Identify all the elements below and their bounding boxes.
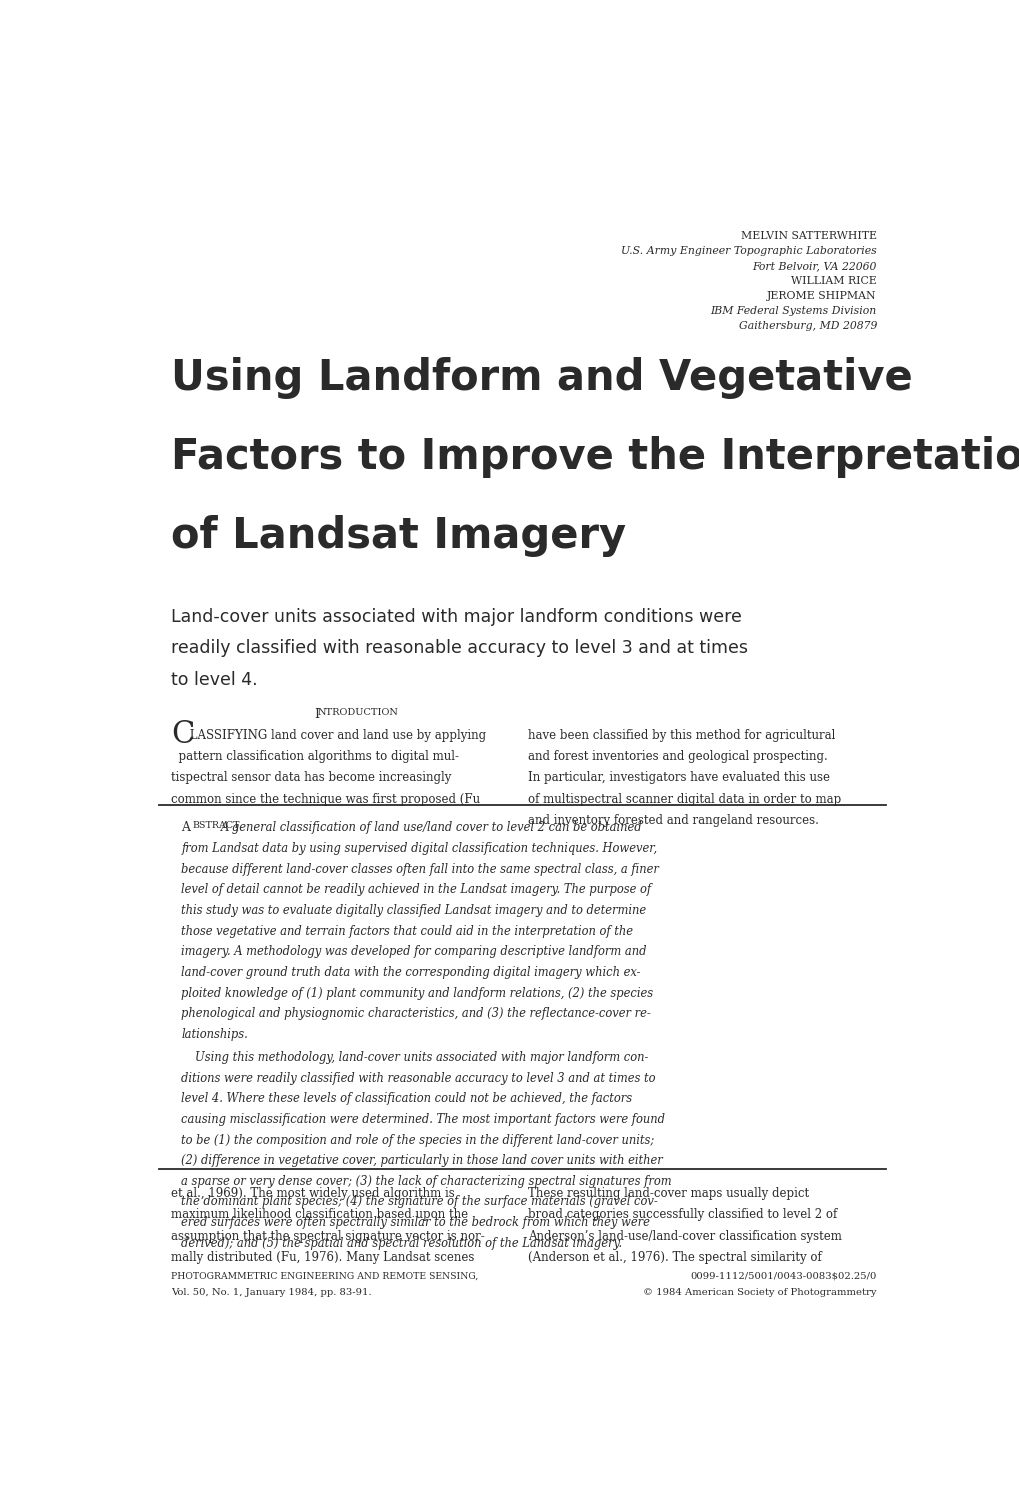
Text: et al., 1969). The most widely used algorithm is: et al., 1969). The most widely used algo… bbox=[171, 1188, 454, 1200]
Text: this study was to evaluate digitally classified Landsat imagery and to determine: this study was to evaluate digitally cla… bbox=[181, 904, 646, 916]
Text: :: : bbox=[234, 821, 238, 835]
Text: level of detail cannot be readily achieved in the Landsat imagery. The purpose o: level of detail cannot be readily achiev… bbox=[181, 883, 651, 897]
Text: Land-cover units associated with major landform conditions were: Land-cover units associated with major l… bbox=[171, 607, 741, 625]
Text: Anderson’s land-use/land-cover classification system: Anderson’s land-use/land-cover classific… bbox=[528, 1230, 842, 1243]
Text: lationships.: lationships. bbox=[181, 1028, 248, 1041]
Text: 0099-1112/5001/0043-0083$02.25/0: 0099-1112/5001/0043-0083$02.25/0 bbox=[690, 1272, 876, 1281]
Text: These resulting land-cover maps usually depict: These resulting land-cover maps usually … bbox=[528, 1188, 809, 1200]
Text: © 1984 American Society of Photogrammetry: © 1984 American Society of Photogrammetr… bbox=[643, 1288, 876, 1298]
Text: derived); and (5) the spatial and spectral resolution of the Landsat imagery.: derived); and (5) the spatial and spectr… bbox=[181, 1237, 622, 1249]
Text: A general classification of land use/land cover to level 2 can be obtained: A general classification of land use/lan… bbox=[220, 821, 642, 835]
Text: pattern classification algorithms to digital mul-: pattern classification algorithms to dig… bbox=[171, 750, 459, 763]
Text: readily classified with reasonable accuracy to level 3 and at times: readily classified with reasonable accur… bbox=[171, 639, 747, 657]
Text: In particular, investigators have evaluated this use: In particular, investigators have evalua… bbox=[528, 772, 829, 785]
Text: to level 4.: to level 4. bbox=[171, 671, 258, 689]
Text: those vegetative and terrain factors that could aid in the interpretation of the: those vegetative and terrain factors tha… bbox=[181, 925, 633, 937]
Text: WILLIAM RICE: WILLIAM RICE bbox=[791, 276, 876, 286]
Text: Gaithersburg, MD 20879: Gaithersburg, MD 20879 bbox=[738, 321, 876, 332]
Text: Vol. 50, No. 1, January 1984, pp. 83-91.: Vol. 50, No. 1, January 1984, pp. 83-91. bbox=[171, 1288, 371, 1298]
Text: of Landsat Imagery: of Landsat Imagery bbox=[171, 515, 626, 558]
Text: ered surfaces were often spectrally similar to the bedrock from which they were: ered surfaces were often spectrally simi… bbox=[181, 1216, 649, 1230]
Text: I: I bbox=[314, 708, 319, 720]
Text: NTRODUCTION: NTRODUCTION bbox=[317, 708, 397, 717]
Text: of multispectral scanner digital data in order to map: of multispectral scanner digital data in… bbox=[528, 793, 841, 806]
Text: and forest inventories and geological prospecting.: and forest inventories and geological pr… bbox=[528, 750, 827, 763]
Text: assumption that the spectral signature vector is nor-: assumption that the spectral signature v… bbox=[171, 1230, 484, 1243]
Text: JEROME SHIPMAN: JEROME SHIPMAN bbox=[766, 291, 876, 301]
Text: to be (1) the composition and role of the species in the different land-cover un: to be (1) the composition and role of th… bbox=[181, 1133, 654, 1147]
Text: Factors to Improve the Interpretation: Factors to Improve the Interpretation bbox=[171, 436, 1019, 478]
Text: tispectral sensor data has become increasingly: tispectral sensor data has become increa… bbox=[171, 772, 451, 785]
Text: have been classified by this method for agricultural: have been classified by this method for … bbox=[528, 728, 835, 741]
Text: IBM Federal Systems Division: IBM Federal Systems Division bbox=[710, 306, 876, 316]
Text: because different land-cover classes often fall into the same spectral class, a : because different land-cover classes oft… bbox=[181, 862, 658, 876]
Text: Fort Belvoir, VA 22060: Fort Belvoir, VA 22060 bbox=[752, 261, 876, 271]
Text: the dominant plant species; (4) the signature of the surface materials (gravel c: the dominant plant species; (4) the sign… bbox=[181, 1195, 657, 1209]
Text: causing misclassification were determined. The most important factors were found: causing misclassification were determine… bbox=[181, 1112, 664, 1126]
Text: MELVIN SATTERWHITE: MELVIN SATTERWHITE bbox=[740, 231, 876, 241]
Text: phenological and physiognomic characteristics, and (3) the reflectance-cover re-: phenological and physiognomic characteri… bbox=[181, 1007, 650, 1020]
Text: Using Landform and Vegetative: Using Landform and Vegetative bbox=[171, 357, 912, 399]
Text: from Landsat data by using supervised digital classification techniques. However: from Landsat data by using supervised di… bbox=[181, 842, 656, 854]
Text: ploited knowledge of (1) plant community and landform relations, (2) the species: ploited knowledge of (1) plant community… bbox=[181, 987, 653, 999]
Text: level 4. Where these levels of classification could not be achieved, the factors: level 4. Where these levels of classific… bbox=[181, 1093, 632, 1105]
Text: ditions were readily classified with reasonable accuracy to level 3 and at times: ditions were readily classified with rea… bbox=[181, 1071, 655, 1085]
Text: U.S. Army Engineer Topographic Laboratories: U.S. Army Engineer Topographic Laborator… bbox=[621, 246, 876, 256]
Text: maximum likelihood classification based upon the: maximum likelihood classification based … bbox=[171, 1209, 468, 1221]
Text: mally distributed (Fu, 1976). Many Landsat scenes: mally distributed (Fu, 1976). Many Lands… bbox=[171, 1251, 474, 1264]
Text: PHOTOGRAMMETRIC ENGINEERING AND REMOTE SENSING,: PHOTOGRAMMETRIC ENGINEERING AND REMOTE S… bbox=[171, 1272, 478, 1281]
Text: and inventory forested and rangeland resources.: and inventory forested and rangeland res… bbox=[528, 814, 818, 827]
Text: A: A bbox=[181, 821, 190, 835]
Text: common since the technique was first proposed (Fu: common since the technique was first pro… bbox=[171, 793, 480, 806]
Text: (2) difference in vegetative cover, particularly in those land cover units with : (2) difference in vegetative cover, part… bbox=[181, 1154, 662, 1168]
Text: BSTRACT: BSTRACT bbox=[193, 821, 239, 830]
Text: (Anderson et al., 1976). The spectral similarity of: (Anderson et al., 1976). The spectral si… bbox=[528, 1251, 821, 1264]
Text: Using this methodology, land-cover units associated with major landform con-: Using this methodology, land-cover units… bbox=[196, 1050, 648, 1064]
Text: broad categories successfully classified to level 2 of: broad categories successfully classified… bbox=[528, 1209, 837, 1221]
Text: land-cover ground truth data with the corresponding digital imagery which ex-: land-cover ground truth data with the co… bbox=[181, 966, 640, 980]
Text: imagery. A methodology was developed for comparing descriptive landform and: imagery. A methodology was developed for… bbox=[181, 945, 646, 958]
Text: LASSIFYING land cover and land use by applying: LASSIFYING land cover and land use by ap… bbox=[171, 728, 486, 741]
Text: a sparse or very dense cover; (3) the lack of characterizing spectral signatures: a sparse or very dense cover; (3) the la… bbox=[181, 1175, 672, 1188]
Text: C: C bbox=[171, 719, 195, 750]
